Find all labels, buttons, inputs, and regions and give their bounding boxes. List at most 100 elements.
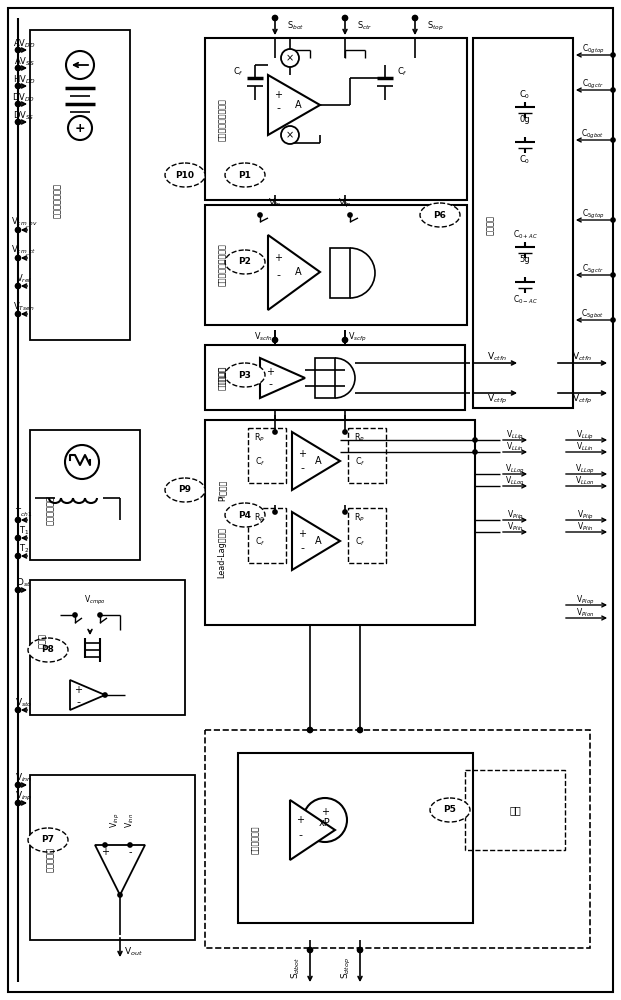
Text: P1: P1	[238, 170, 252, 180]
Circle shape	[65, 445, 99, 479]
Ellipse shape	[225, 250, 265, 274]
Text: V$_{Plip}$: V$_{Plip}$	[577, 508, 593, 522]
Text: C$_0$: C$_0$	[519, 154, 530, 166]
Circle shape	[358, 948, 363, 952]
Bar	[465, 770, 565, 850]
Text: R$_P$: R$_P$	[255, 432, 266, 444]
Bar	[30, 580, 185, 715]
Circle shape	[343, 430, 347, 434]
Circle shape	[103, 843, 107, 847]
Text: C$_f$: C$_f$	[255, 456, 265, 468]
Text: D$_{st}$: D$_{st}$	[17, 577, 32, 589]
Polygon shape	[70, 680, 105, 710]
Text: T$_2$: T$_2$	[19, 543, 29, 555]
Text: +: +	[274, 253, 282, 263]
Text: V$_{ctfp}$: V$_{ctfp}$	[487, 392, 507, 406]
Text: 差分放大器: 差分放大器	[45, 848, 55, 872]
Text: V$_{ctfn}$: V$_{ctfn}$	[572, 351, 592, 363]
Ellipse shape	[165, 478, 205, 502]
Text: V$_{LLon}$: V$_{LLon}$	[575, 475, 595, 487]
Text: V$_{LLop}$: V$_{LLop}$	[575, 462, 595, 476]
Ellipse shape	[430, 798, 470, 822]
Text: A: A	[295, 100, 301, 110]
Text: -: -	[298, 830, 302, 840]
Circle shape	[66, 51, 94, 79]
Circle shape	[273, 510, 277, 514]
Text: T$_{ch1}$: T$_{ch1}$	[16, 507, 33, 519]
Circle shape	[303, 798, 347, 842]
Circle shape	[307, 728, 312, 732]
Text: C$_{5gbot}$: C$_{5gbot}$	[581, 307, 605, 321]
Circle shape	[281, 126, 299, 144]
Text: P4: P4	[238, 510, 252, 520]
Text: +: +	[298, 529, 306, 539]
Circle shape	[16, 518, 20, 522]
Circle shape	[128, 843, 132, 847]
Polygon shape	[292, 432, 340, 490]
Text: V$_{ctfn}$: V$_{ctfn}$	[487, 351, 507, 363]
Circle shape	[68, 116, 92, 140]
Circle shape	[73, 613, 77, 617]
Text: DV$_{SS}$: DV$_{SS}$	[13, 110, 35, 122]
Text: PI补偿器: PI补偿器	[217, 479, 227, 501]
Text: C$_0$: C$_0$	[519, 89, 530, 101]
Circle shape	[473, 438, 477, 442]
Text: V$_{ref}$: V$_{ref}$	[16, 273, 32, 285]
Text: V$_{LLip}$: V$_{LLip}$	[506, 428, 524, 442]
Circle shape	[611, 53, 615, 57]
Text: S$_{bot}$: S$_{bot}$	[287, 20, 304, 32]
Text: V$_{scfp}$: V$_{scfp}$	[348, 330, 366, 344]
Circle shape	[358, 728, 363, 732]
Circle shape	[307, 948, 312, 952]
Text: V$_{LLin}$: V$_{LLin}$	[506, 441, 524, 453]
Bar	[30, 775, 195, 940]
Text: +: +	[296, 815, 304, 825]
Bar	[30, 430, 140, 560]
Text: P5: P5	[443, 806, 456, 814]
Bar	[30, 30, 130, 340]
Text: ×: ×	[286, 53, 294, 63]
Text: -: -	[276, 270, 280, 280]
Circle shape	[412, 15, 417, 20]
Text: P3: P3	[238, 370, 252, 379]
Text: C$_f$: C$_f$	[255, 536, 265, 548]
Circle shape	[16, 102, 20, 106]
Text: V$_{out}$: V$_{out}$	[124, 946, 142, 958]
Text: V$_{LLip}$: V$_{LLip}$	[576, 428, 594, 442]
Text: 电源管理与稳压: 电源管理与稳压	[53, 182, 61, 218]
Text: -: -	[268, 379, 272, 389]
Bar	[205, 205, 467, 325]
Text: A: A	[315, 456, 321, 466]
Text: Lead-Lag补偿器: Lead-Lag补偿器	[217, 528, 227, 578]
Text: +: +	[74, 685, 82, 695]
Text: C$_{0gctr}$: C$_{0gctr}$	[582, 77, 604, 91]
Text: V$_{inp}$: V$_{inp}$	[109, 812, 122, 828]
Circle shape	[273, 15, 278, 20]
Text: 连续时间: 连续时间	[217, 366, 227, 384]
Bar	[238, 753, 473, 923]
Circle shape	[273, 430, 277, 434]
Circle shape	[16, 312, 20, 316]
Text: +: +	[321, 807, 329, 817]
Circle shape	[16, 800, 20, 806]
Polygon shape	[260, 358, 305, 398]
Text: C$_f$: C$_f$	[397, 66, 408, 78]
Text: C$_{0-AC}$: C$_{0-AC}$	[512, 294, 537, 306]
Text: 寄存电容: 寄存电容	[486, 215, 494, 235]
Polygon shape	[268, 235, 320, 310]
Text: P10: P10	[176, 170, 194, 180]
Text: DV$_{DD}$: DV$_{DD}$	[12, 92, 35, 104]
Bar	[248, 428, 286, 483]
Ellipse shape	[165, 163, 205, 187]
Text: -: -	[300, 543, 304, 553]
Text: HV$_{DD}$: HV$_{DD}$	[12, 74, 35, 86]
Text: P8: P8	[42, 646, 55, 654]
Text: V$_{inp}$: V$_{inp}$	[15, 789, 33, 803]
Circle shape	[16, 47, 20, 52]
Text: C$_{0gbot}$: C$_{0gbot}$	[581, 127, 605, 141]
Text: V$_{ctfp}$: V$_{ctfp}$	[572, 392, 592, 406]
Bar	[248, 508, 286, 563]
Bar	[205, 38, 467, 200]
Circle shape	[611, 273, 615, 277]
Text: V$_{PIop}$: V$_{PIop}$	[576, 593, 594, 607]
